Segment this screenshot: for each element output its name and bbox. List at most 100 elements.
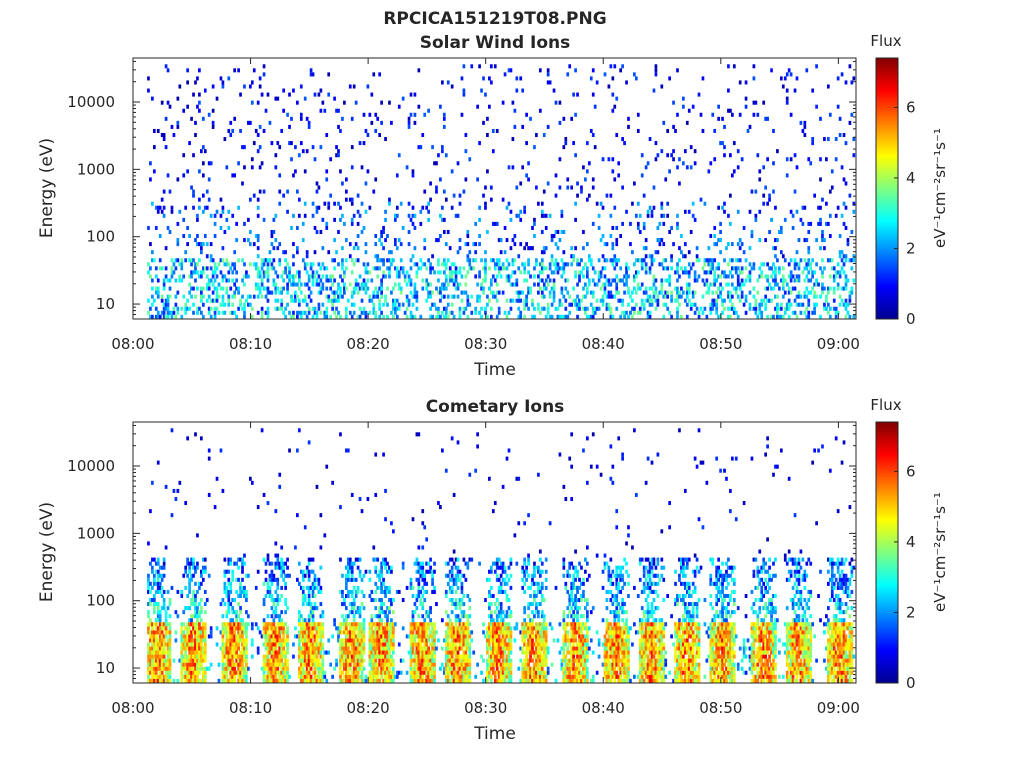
heatmap-cell <box>312 315 315 319</box>
heatmap-cell <box>175 295 178 299</box>
heatmap-cell <box>715 242 718 246</box>
heatmap-cell <box>727 274 730 278</box>
heatmap-cell <box>584 283 587 287</box>
heatmap-cell <box>157 311 160 315</box>
heatmap-cell <box>845 315 848 319</box>
heatmap-cell <box>459 283 462 287</box>
heatmap-cell <box>651 262 654 266</box>
heatmap-cell <box>161 299 164 303</box>
heatmap-cell <box>200 149 203 153</box>
heatmap-cell <box>188 307 191 311</box>
heatmap-cell <box>412 303 415 307</box>
heatmap-cell <box>374 311 377 315</box>
heatmap-cell <box>167 173 170 177</box>
heatmap-cell <box>414 602 417 606</box>
heatmap-cell <box>408 125 411 129</box>
heatmap-cell <box>459 194 462 198</box>
heatmap-cell <box>333 622 336 626</box>
heatmap-cell <box>758 238 761 242</box>
heatmap-cell <box>821 283 824 287</box>
heatmap-cell <box>367 497 370 501</box>
heatmap-cell <box>267 582 270 586</box>
heatmap-cell <box>592 93 595 97</box>
heatmap-cell <box>468 262 471 266</box>
heatmap-cell <box>486 303 489 307</box>
heatmap-cell <box>484 262 487 266</box>
heatmap-cell <box>169 614 172 618</box>
heatmap-cell <box>574 202 577 206</box>
heatmap-cell <box>731 258 734 262</box>
heatmap-cell <box>276 578 279 582</box>
heatmap-cell <box>447 283 450 287</box>
heatmap-cell <box>641 153 644 157</box>
heatmap-cell <box>276 586 279 590</box>
heatmap-cell <box>200 250 203 254</box>
heatmap-cell <box>206 242 209 246</box>
heatmap-cell <box>496 274 499 278</box>
heatmap-cell <box>504 226 507 230</box>
heatmap-cell <box>163 562 166 566</box>
heatmap-cell <box>361 578 364 582</box>
heatmap-cell <box>241 558 244 562</box>
heatmap-cell <box>794 153 797 157</box>
heatmap-cell <box>694 303 697 307</box>
heatmap-cell <box>429 262 432 266</box>
heatmap-cell <box>596 283 599 287</box>
heatmap-cell <box>666 266 669 270</box>
heatmap-cell <box>445 307 448 311</box>
heatmap-cell <box>678 291 681 295</box>
heatmap-cell <box>245 642 248 646</box>
heatmap-cell <box>149 307 152 311</box>
heatmap-cell <box>245 590 248 594</box>
heatmap-cell <box>180 266 183 270</box>
heatmap-cell <box>453 194 456 198</box>
heatmap-cell <box>159 258 162 262</box>
heatmap-cell <box>337 283 340 287</box>
heatmap-cell <box>186 558 189 562</box>
heatmap-cell <box>165 117 168 121</box>
heatmap-cell <box>637 113 640 117</box>
heatmap-cell <box>805 266 808 270</box>
heatmap-cell <box>396 315 399 319</box>
heatmap-cell <box>308 574 311 578</box>
heatmap-cell <box>380 586 383 590</box>
heatmap-cell <box>776 311 779 315</box>
heatmap-cell <box>396 173 399 177</box>
heatmap-cell <box>727 214 730 218</box>
heatmap-cell <box>453 295 456 299</box>
heatmap-cell <box>690 266 693 270</box>
heatmap-cell <box>561 210 564 214</box>
heatmap-cell <box>541 258 544 262</box>
heatmap-cell <box>273 618 276 622</box>
heatmap-cell <box>408 230 411 234</box>
heatmap-cell <box>321 630 324 634</box>
heatmap-cell <box>711 113 714 117</box>
heatmap-cell <box>466 234 469 238</box>
heatmap-cell <box>535 258 538 262</box>
heatmap-cell <box>400 287 403 291</box>
heatmap-cell <box>784 218 787 222</box>
heatmap-cell <box>169 663 172 667</box>
heatmap-cell <box>412 594 415 598</box>
heatmap-cell <box>259 270 262 274</box>
heatmap-cell <box>312 270 315 274</box>
heatmap-cell <box>167 68 170 72</box>
heatmap-cell <box>706 315 709 319</box>
heatmap-cell <box>549 291 552 295</box>
heatmap-cell <box>421 133 424 137</box>
heatmap-cell <box>361 675 364 679</box>
heatmap-cell <box>416 270 419 274</box>
heatmap-cell <box>184 206 187 210</box>
heatmap-cell <box>388 198 391 202</box>
heatmap-cell <box>551 238 554 242</box>
heatmap-cell <box>756 291 759 295</box>
heatmap-cell <box>737 149 740 153</box>
heatmap-cell <box>749 246 752 250</box>
heatmap-cell <box>251 80 254 84</box>
heatmap-cell <box>320 89 323 93</box>
heatmap-cell <box>345 287 348 291</box>
heatmap-cell <box>233 630 236 634</box>
heatmap-cell <box>384 218 387 222</box>
heatmap-cell <box>394 238 397 242</box>
heatmap-cell <box>182 274 185 278</box>
